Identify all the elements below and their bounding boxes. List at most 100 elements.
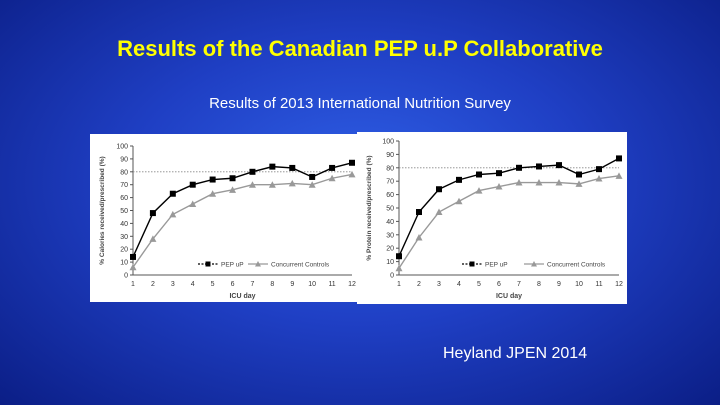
legend-label: Concurrent Controls — [547, 262, 606, 269]
data-point — [395, 264, 403, 272]
data-point — [348, 170, 356, 178]
y-tick-label: 60 — [120, 195, 128, 202]
data-point — [396, 253, 402, 260]
data-point — [349, 159, 355, 166]
y-tick-label: 20 — [386, 246, 394, 253]
y-tick-label: 20 — [120, 247, 128, 254]
legend-label: PEP uP — [221, 262, 244, 269]
x-tick-label: 8 — [270, 281, 274, 288]
x-tick-label: 1 — [397, 281, 401, 288]
legend-label: PEP uP — [485, 262, 508, 269]
x-tick-label: 4 — [457, 281, 461, 288]
legend-marker — [469, 261, 475, 267]
data-point — [475, 187, 483, 194]
x-tick-label: 11 — [595, 281, 602, 288]
data-point — [455, 197, 463, 205]
y-tick-label: 60 — [386, 192, 394, 199]
x-tick-label: 3 — [437, 281, 441, 288]
citation: Heyland JPEN 2014 — [443, 345, 588, 362]
y-tick-label: 100 — [116, 144, 128, 151]
data-point — [515, 179, 523, 186]
data-point — [308, 181, 316, 188]
data-point — [495, 183, 503, 190]
y-tick-label: 90 — [386, 152, 394, 159]
x-tick-label: 12 — [348, 281, 356, 288]
x-tick-label: 9 — [557, 281, 561, 288]
x-axis-label: ICU day — [496, 293, 522, 300]
protein-chart-panel: 0 10 20 30 40 50 60 70 80 90 100 1 2 3 4 5 6 7 8 9 10 11 12% P… — [357, 132, 627, 304]
series-line — [398, 175, 620, 269]
data-point — [595, 175, 603, 182]
data-point — [555, 179, 563, 186]
y-axis-label: % Protein received/prescribed (%) — [366, 155, 373, 260]
data-point — [269, 163, 276, 170]
data-point — [556, 162, 562, 169]
data-point — [575, 180, 583, 187]
data-point — [189, 181, 196, 188]
y-tick-label: 10 — [386, 259, 394, 266]
y-tick-label: 70 — [120, 182, 128, 189]
y-tick-label: 40 — [386, 219, 394, 226]
x-tick-label: 10 — [308, 281, 316, 288]
x-tick-label: 5 — [211, 281, 215, 288]
data-point — [149, 210, 156, 217]
data-point — [536, 163, 542, 170]
data-point — [249, 168, 256, 175]
data-point — [329, 164, 336, 171]
series-line — [132, 173, 353, 268]
x-tick-label: 11 — [328, 281, 335, 288]
x-tick-label: 7 — [251, 281, 255, 288]
x-tick-label: 6 — [497, 281, 501, 288]
data-point — [615, 172, 623, 179]
data-point — [209, 190, 217, 197]
data-point — [209, 176, 216, 183]
data-point — [288, 179, 296, 187]
data-point — [435, 208, 443, 216]
data-point — [456, 176, 462, 183]
y-tick-label: 40 — [120, 221, 128, 228]
y-tick-label: 30 — [120, 234, 128, 241]
x-tick-label: 12 — [615, 281, 623, 288]
data-point — [189, 200, 197, 208]
legend-label: Concurrent Controls — [271, 262, 330, 269]
y-tick-label: 10 — [120, 260, 128, 267]
data-point — [268, 181, 276, 188]
x-tick-label: 2 — [151, 281, 155, 288]
y-tick-label: 80 — [120, 169, 128, 176]
x-tick-label: 4 — [191, 281, 195, 288]
y-tick-label: 0 — [124, 273, 128, 280]
x-tick-label: 6 — [231, 281, 235, 288]
legend-marker — [255, 261, 261, 267]
data-point — [130, 253, 136, 260]
x-axis-label: ICU day — [229, 293, 255, 300]
data-point — [516, 164, 522, 171]
slide-title: Results of the Canadian PEP u.P Collabor… — [117, 36, 603, 61]
data-point — [309, 173, 316, 180]
data-point — [149, 235, 157, 242]
y-tick-label: 30 — [386, 232, 394, 239]
data-point — [229, 186, 237, 193]
x-tick-label: 8 — [537, 281, 541, 288]
x-tick-label: 10 — [575, 281, 583, 288]
x-tick-label: 3 — [171, 281, 175, 288]
data-point — [415, 233, 423, 241]
data-point — [596, 166, 602, 173]
slide-subtitle: Results of 2013 International Nutrition … — [209, 95, 511, 112]
data-point — [496, 170, 502, 177]
legend-marker — [205, 261, 211, 267]
x-tick-label: 2 — [417, 281, 421, 288]
y-axis-label: % Calories received/prescribed (%) — [99, 156, 106, 264]
series-line — [398, 157, 620, 257]
data-point — [169, 210, 177, 218]
legend-marker — [531, 261, 537, 267]
y-tick-label: 70 — [386, 179, 394, 186]
data-point — [289, 164, 296, 171]
data-point — [328, 174, 336, 182]
x-tick-label: 9 — [290, 281, 294, 288]
data-point — [129, 263, 137, 271]
x-tick-label: 7 — [517, 281, 521, 288]
data-point — [169, 190, 176, 197]
data-point — [576, 171, 582, 178]
